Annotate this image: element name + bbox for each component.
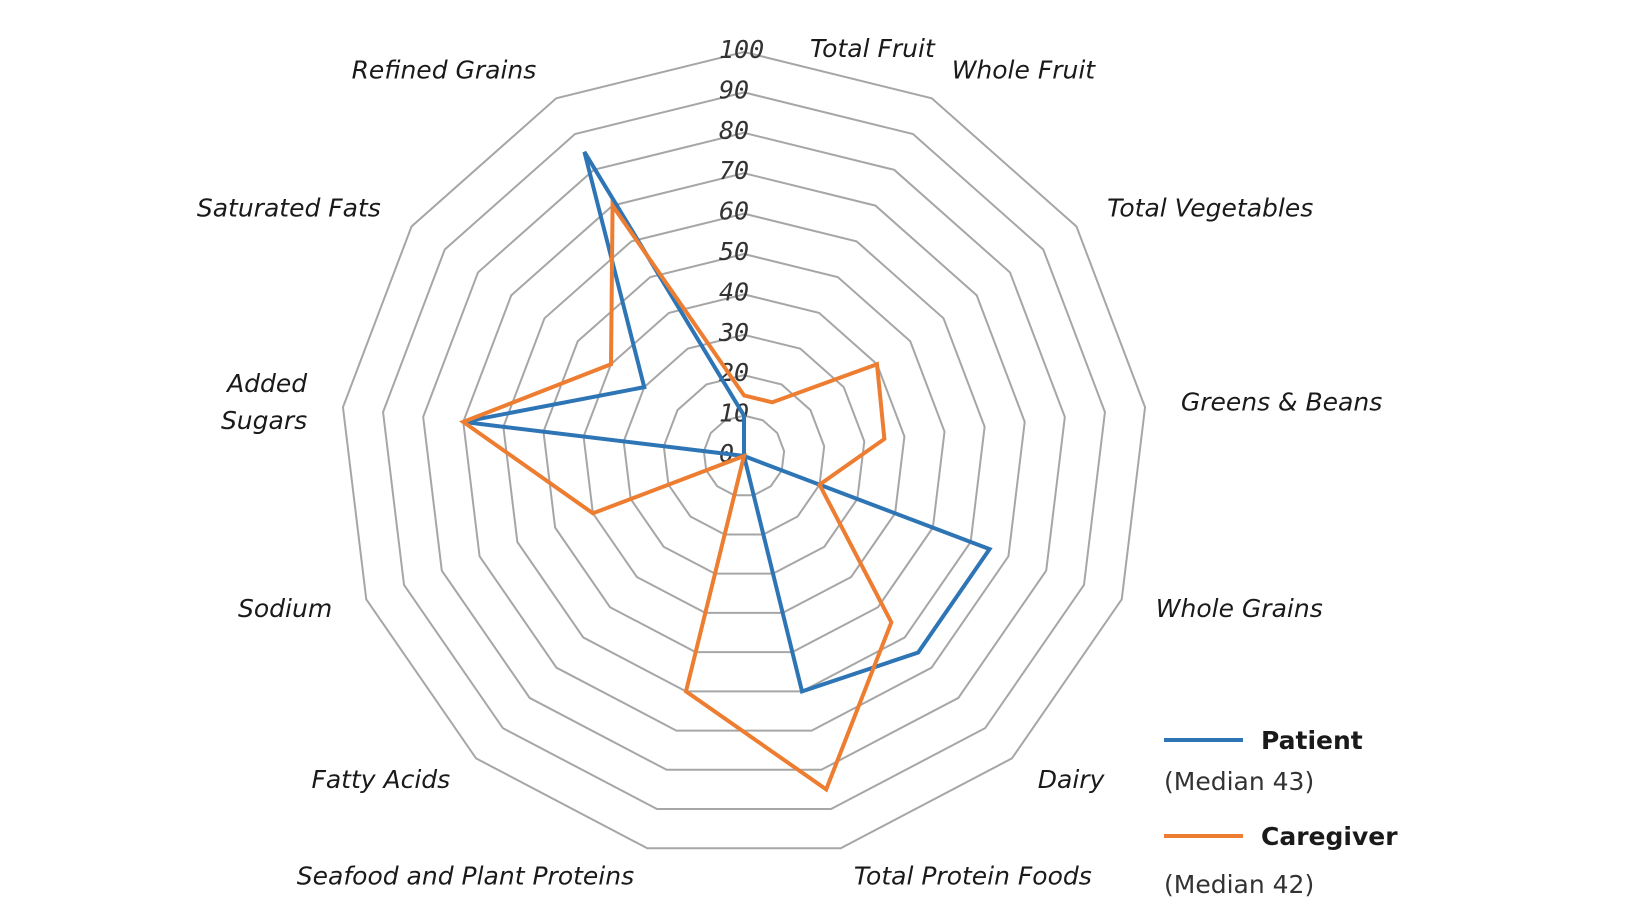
tick-label-60: 60 bbox=[719, 197, 749, 226]
series-lines bbox=[459, 150, 993, 793]
axis-labels: Total Fruit Whole Fruit Total Vegetables Gr… bbox=[197, 34, 1382, 890]
axis-label-total-fruit: Total Fruit bbox=[810, 34, 936, 63]
legend-label-patient: Patient bbox=[1261, 726, 1363, 755]
axis-label-seafood-and-plant-proteins: Seafood and Plant Proteins bbox=[297, 861, 634, 890]
grid-ring-80 bbox=[422, 131, 1066, 771]
axis-label-refined-grains: Refined Grains bbox=[352, 56, 537, 85]
axis-label-total-vegetables: Total Vegetables bbox=[1107, 193, 1313, 222]
legend-note-patient: (Median 43) bbox=[1164, 767, 1314, 796]
tick-label-40: 40 bbox=[719, 277, 749, 306]
tick-label-100: 100 bbox=[719, 35, 764, 64]
axis-label-sodium: Sodium bbox=[238, 594, 332, 623]
axis-label-greens-beans: Greens & Beans bbox=[1181, 388, 1382, 417]
grid-ring-90 bbox=[382, 91, 1106, 811]
axis-label-added-sugars-line-1: Added bbox=[225, 369, 307, 398]
axis-label-total-protein-foods: Total Protein Foods bbox=[854, 861, 1092, 890]
axis-label-added-sugars-line-2: Sugars bbox=[221, 406, 307, 435]
grid-ring-10 bbox=[702, 414, 786, 497]
grid-ring-50 bbox=[542, 252, 946, 654]
grid-ring-100 bbox=[341, 50, 1147, 850]
axis-label-whole-grains: Whole Grains bbox=[1156, 594, 1323, 623]
legend-note-caregiver: (Median 42) bbox=[1164, 870, 1314, 899]
legend-label-caregiver: Caregiver bbox=[1261, 822, 1398, 851]
grid-ring-20 bbox=[662, 374, 826, 536]
grid-ring-40 bbox=[582, 293, 906, 614]
axis-label-dairy: Dairy bbox=[1038, 765, 1106, 794]
legend: Patient (Median 43) Caregiver (Median 42… bbox=[1164, 726, 1398, 899]
grid-ring-60 bbox=[502, 212, 986, 693]
series-line-caregiver bbox=[459, 199, 894, 793]
tick-label-50: 50 bbox=[719, 237, 749, 266]
tick-label-90: 90 bbox=[719, 75, 749, 104]
tick-label-80: 80 bbox=[719, 116, 749, 145]
grid-ring-30 bbox=[622, 333, 866, 575]
axis-label-fatty-acids: Fatty Acids bbox=[311, 765, 450, 794]
axis-label-saturated-fats: Saturated Fats bbox=[197, 193, 381, 222]
series-line-patient bbox=[462, 150, 993, 694]
axis-label-whole-fruit: Whole Fruit bbox=[952, 56, 1097, 85]
tick-label-30: 30 bbox=[718, 318, 749, 347]
tick-label-70: 70 bbox=[719, 156, 749, 185]
